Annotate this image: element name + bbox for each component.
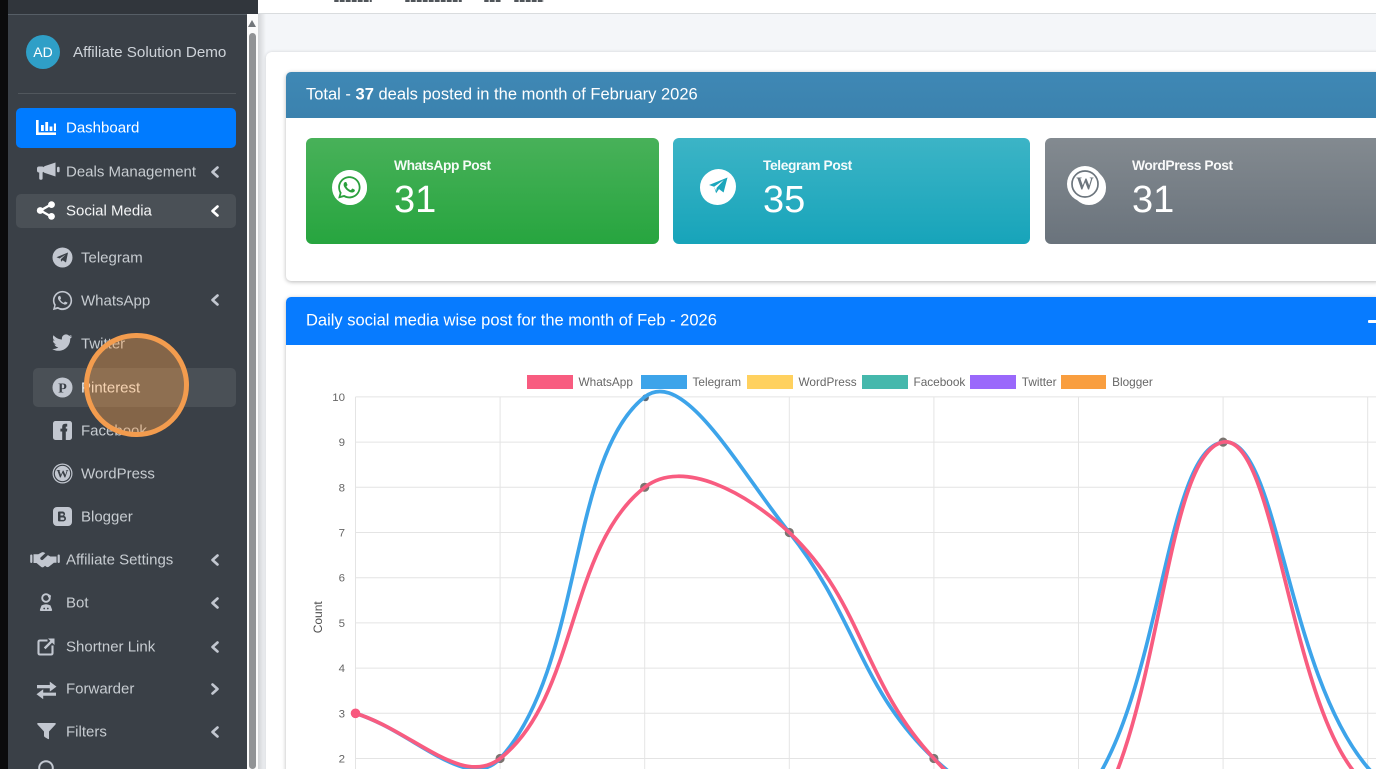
svg-text:W: W [1076,173,1094,193]
svg-text:P: P [58,381,67,396]
svg-text:2: 2 [339,753,345,765]
svg-text:7: 7 [339,527,345,539]
svg-text:W: W [56,467,68,481]
svg-text:10: 10 [332,392,345,404]
svg-text:9: 9 [339,437,345,449]
svg-text:8: 8 [339,482,345,494]
svg-text:5: 5 [339,618,345,630]
svg-text:6: 6 [339,572,345,584]
svg-text:Count: Count [311,600,325,633]
svg-text:3: 3 [339,708,345,720]
svg-text:4: 4 [339,663,346,675]
